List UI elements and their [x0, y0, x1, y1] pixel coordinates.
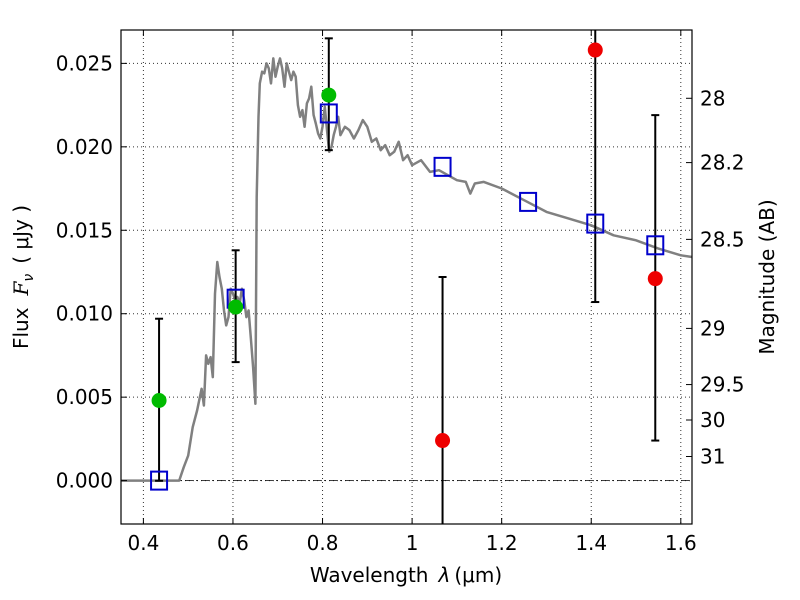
x-tick-label-2: 0.8 — [307, 531, 339, 555]
y-tick-label-4: 0.020 — [56, 135, 113, 159]
x-tick-label-6: 1.6 — [665, 531, 697, 555]
y-tick-label-2: 0.010 — [56, 302, 113, 326]
right-tick-label-1: 28.2 — [700, 151, 745, 175]
model-square-2 — [319, 103, 338, 124]
x-axis-label-unit: (μm) — [454, 563, 502, 587]
y-axis-label-subscript: ν — [21, 274, 37, 282]
model-spectrum-line — [121, 57, 693, 482]
right-tick-label-6: 31 — [700, 444, 725, 468]
x-tick-label-0: 0.4 — [127, 531, 159, 555]
model-square-0 — [150, 470, 169, 491]
x-axis-label-text: Wavelength — [310, 563, 429, 587]
right-tick-label-2: 28.5 — [700, 227, 745, 251]
y-tick-label-5: 0.025 — [56, 51, 113, 75]
y-axis-ticks: 0.000 0.005 0.010 0.015 0.020 0.025 — [56, 51, 127, 493]
right-tick-label-0: 28 — [700, 86, 725, 110]
plot-frame — [120, 29, 693, 525]
y-axis-label-text: Flux — [9, 307, 33, 349]
detection-point-2 — [321, 87, 337, 103]
model-square-3 — [433, 156, 452, 177]
y-axis-label-unit: ( μJy ) — [9, 205, 33, 264]
non-detection-point-2 — [647, 271, 663, 287]
right-tick-label-4: 29.5 — [700, 373, 745, 397]
x-axis-ticks: 0.4 0.6 0.8 1 1.2 1.4 1.6 — [127, 30, 697, 555]
detection-point-1 — [228, 299, 244, 315]
model-square-5 — [586, 213, 605, 234]
error-bars — [155, 30, 660, 524]
non-detection-point-1 — [587, 42, 603, 58]
x-axis-label: Wavelength λ (μm) — [310, 563, 502, 587]
right-axis-label: Magnitude (AB) — [755, 199, 779, 354]
y-tick-label-0: 0.000 — [56, 469, 113, 493]
detection-point-0 — [151, 393, 167, 408]
non-detection-point-0 — [435, 433, 451, 449]
photometry-markers — [150, 42, 665, 491]
y-axis-label: Flux Fν ( μJy ) — [9, 205, 37, 349]
x-axis-label-symbol: λ — [438, 563, 451, 587]
right-tick-label-3: 29 — [700, 316, 725, 340]
right-axis-ticks: 28 28.2 28.5 29 29.5 30 31 — [686, 86, 745, 468]
grid-lines — [121, 30, 692, 524]
y-tick-label-1: 0.005 — [56, 385, 113, 409]
x-tick-label-3: 1 — [406, 531, 419, 555]
x-tick-label-1: 0.6 — [217, 531, 249, 555]
x-tick-label-4: 1.2 — [486, 531, 518, 555]
right-tick-label-5: 30 — [700, 408, 725, 432]
y-axis-label-symbol: F — [9, 280, 33, 296]
model-square-4 — [519, 191, 538, 212]
y-tick-label-3: 0.015 — [56, 218, 113, 242]
x-tick-label-5: 1.4 — [575, 531, 607, 555]
model-square-6 — [646, 235, 665, 256]
